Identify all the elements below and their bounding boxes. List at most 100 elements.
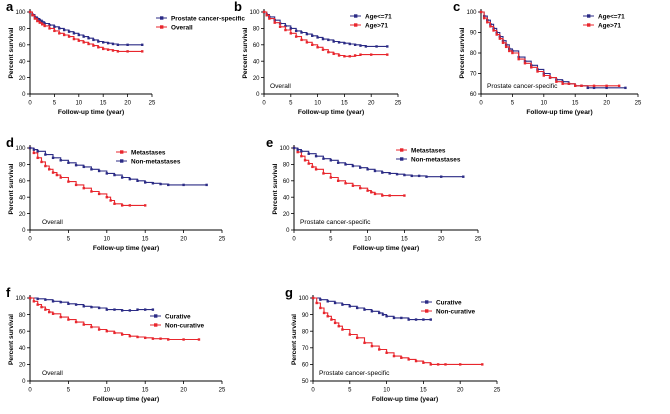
svg-text:80: 80 bbox=[253, 27, 260, 33]
panel-letter-e: e bbox=[266, 135, 274, 150]
svg-text:5: 5 bbox=[289, 101, 293, 107]
svg-text:Overall: Overall bbox=[42, 219, 63, 226]
svg-text:20: 20 bbox=[253, 76, 260, 82]
svg-text:70: 70 bbox=[470, 72, 477, 78]
svg-text:15: 15 bbox=[401, 237, 408, 243]
svg-text:80: 80 bbox=[19, 163, 26, 169]
svg-text:40: 40 bbox=[283, 195, 290, 201]
svg-text:100: 100 bbox=[298, 296, 309, 302]
panel-letter-f: f bbox=[6, 285, 11, 300]
svg-text:50: 50 bbox=[302, 379, 309, 385]
svg-text:100: 100 bbox=[249, 10, 260, 16]
svg-text:80: 80 bbox=[19, 313, 26, 319]
km-chart-e: 0 20 40 60 80 100 0 5 10 15 20 25 Follow-up time (ye… bbox=[272, 145, 482, 252]
svg-text:Percent survival: Percent survival bbox=[272, 163, 279, 214]
svg-text:Percent survival: Percent survival bbox=[291, 314, 298, 365]
svg-text:25: 25 bbox=[395, 101, 402, 107]
svg-text:20: 20 bbox=[180, 237, 187, 243]
svg-text:Age>71: Age>71 bbox=[598, 22, 621, 29]
km-chart-c: 60 70 80 90 100 0 5 10 15 20 25 Follow-up time (yea… bbox=[459, 9, 642, 116]
km-chart-f: 0 20 40 60 80 100 0 5 10 15 20 25 Follow-up time (ye… bbox=[8, 295, 226, 403]
svg-text:Non-metastases: Non-metastases bbox=[131, 158, 181, 165]
svg-text:25: 25 bbox=[635, 101, 642, 107]
svg-text:5: 5 bbox=[67, 388, 71, 394]
svg-text:5: 5 bbox=[511, 101, 515, 107]
svg-text:90: 90 bbox=[302, 313, 309, 319]
svg-text:0: 0 bbox=[22, 92, 26, 98]
svg-text:10: 10 bbox=[103, 237, 110, 243]
svg-text:60: 60 bbox=[283, 179, 290, 185]
svg-text:Percent survival: Percent survival bbox=[8, 314, 15, 365]
svg-text:80: 80 bbox=[470, 51, 477, 57]
km-chart-a: 0 20 40 60 80 100 0 5 10 15 20 25 Follow-up time (ye… bbox=[8, 9, 245, 116]
svg-text:Follow-up time (year): Follow-up time (year) bbox=[58, 109, 124, 116]
svg-text:90: 90 bbox=[470, 31, 477, 37]
svg-text:80: 80 bbox=[302, 329, 309, 335]
panel-c: c 60 70 80 90 100 0 5 10 15 20 25 Follow-up time (y… bbox=[451, 0, 670, 124]
svg-text:10: 10 bbox=[364, 237, 371, 243]
km-chart-g: 50 60 70 80 90 100 0 5 10 15 20 25 Follow-up time (y… bbox=[291, 295, 501, 403]
svg-text:Curative: Curative bbox=[165, 313, 191, 320]
svg-text:Age>71: Age>71 bbox=[365, 22, 388, 29]
svg-text:Overall: Overall bbox=[171, 24, 193, 31]
svg-text:40: 40 bbox=[19, 346, 26, 352]
svg-text:20: 20 bbox=[368, 101, 375, 107]
svg-text:Follow-up time (year): Follow-up time (year) bbox=[298, 109, 364, 116]
svg-text:0: 0 bbox=[22, 379, 26, 385]
svg-text:60: 60 bbox=[253, 43, 260, 49]
svg-text:Follow-up time (year): Follow-up time (year) bbox=[353, 245, 419, 252]
svg-text:15: 15 bbox=[142, 237, 149, 243]
svg-text:10: 10 bbox=[103, 388, 110, 394]
svg-text:0: 0 bbox=[28, 388, 32, 394]
svg-text:100: 100 bbox=[15, 296, 26, 302]
svg-text:0: 0 bbox=[22, 228, 26, 234]
svg-text:20: 20 bbox=[457, 388, 464, 394]
svg-text:10: 10 bbox=[383, 388, 390, 394]
svg-text:Prostate cancer-specific: Prostate cancer-specific bbox=[300, 219, 371, 226]
svg-text:Age<=71: Age<=71 bbox=[598, 13, 625, 20]
svg-text:Metastases: Metastases bbox=[131, 149, 166, 156]
svg-text:60: 60 bbox=[19, 329, 26, 335]
panel-letter-a: a bbox=[6, 0, 14, 14]
svg-text:20: 20 bbox=[19, 76, 26, 82]
svg-text:25: 25 bbox=[475, 237, 482, 243]
svg-text:Follow-up time (year): Follow-up time (year) bbox=[526, 109, 592, 116]
panel-letter-b: b bbox=[234, 0, 242, 14]
panel-d: d 0 20 40 60 80 100 0 5 10 15 20 25 Follow-up time (… bbox=[4, 136, 256, 260]
svg-text:60: 60 bbox=[470, 92, 477, 98]
svg-text:20: 20 bbox=[180, 388, 187, 394]
svg-text:Non-curative: Non-curative bbox=[165, 322, 205, 329]
svg-text:0: 0 bbox=[28, 101, 32, 107]
svg-text:Percent survival: Percent survival bbox=[8, 163, 15, 214]
svg-text:25: 25 bbox=[219, 237, 226, 243]
svg-text:5: 5 bbox=[67, 237, 71, 243]
svg-text:Non-curative: Non-curative bbox=[436, 308, 476, 315]
svg-text:70: 70 bbox=[302, 346, 309, 352]
svg-text:80: 80 bbox=[19, 27, 26, 33]
svg-text:Overall: Overall bbox=[270, 83, 291, 90]
svg-text:25: 25 bbox=[219, 388, 226, 394]
svg-text:5: 5 bbox=[329, 237, 333, 243]
svg-text:Overall: Overall bbox=[42, 370, 63, 377]
svg-text:15: 15 bbox=[341, 101, 348, 107]
svg-text:40: 40 bbox=[253, 59, 260, 65]
svg-text:60: 60 bbox=[19, 43, 26, 49]
svg-text:25: 25 bbox=[149, 101, 156, 107]
svg-text:10: 10 bbox=[75, 101, 82, 107]
svg-text:Prostate cancer-specific: Prostate cancer-specific bbox=[319, 370, 390, 377]
svg-text:10: 10 bbox=[540, 101, 547, 107]
svg-text:100: 100 bbox=[15, 146, 26, 152]
svg-text:0: 0 bbox=[479, 101, 483, 107]
svg-text:Percent survival: Percent survival bbox=[8, 27, 15, 78]
svg-text:Age<=71: Age<=71 bbox=[365, 13, 392, 20]
svg-text:0: 0 bbox=[311, 388, 315, 394]
panel-letter-g: g bbox=[285, 285, 293, 300]
svg-text:0: 0 bbox=[256, 92, 260, 98]
svg-text:Follow-up time (year): Follow-up time (year) bbox=[372, 396, 438, 403]
svg-text:0: 0 bbox=[292, 237, 296, 243]
svg-text:Non-metastases: Non-metastases bbox=[411, 156, 461, 163]
svg-text:20: 20 bbox=[283, 212, 290, 218]
svg-text:Follow-up time (year): Follow-up time (year) bbox=[93, 245, 159, 252]
svg-text:Prostate cancer-specific: Prostate cancer-specific bbox=[171, 15, 245, 22]
